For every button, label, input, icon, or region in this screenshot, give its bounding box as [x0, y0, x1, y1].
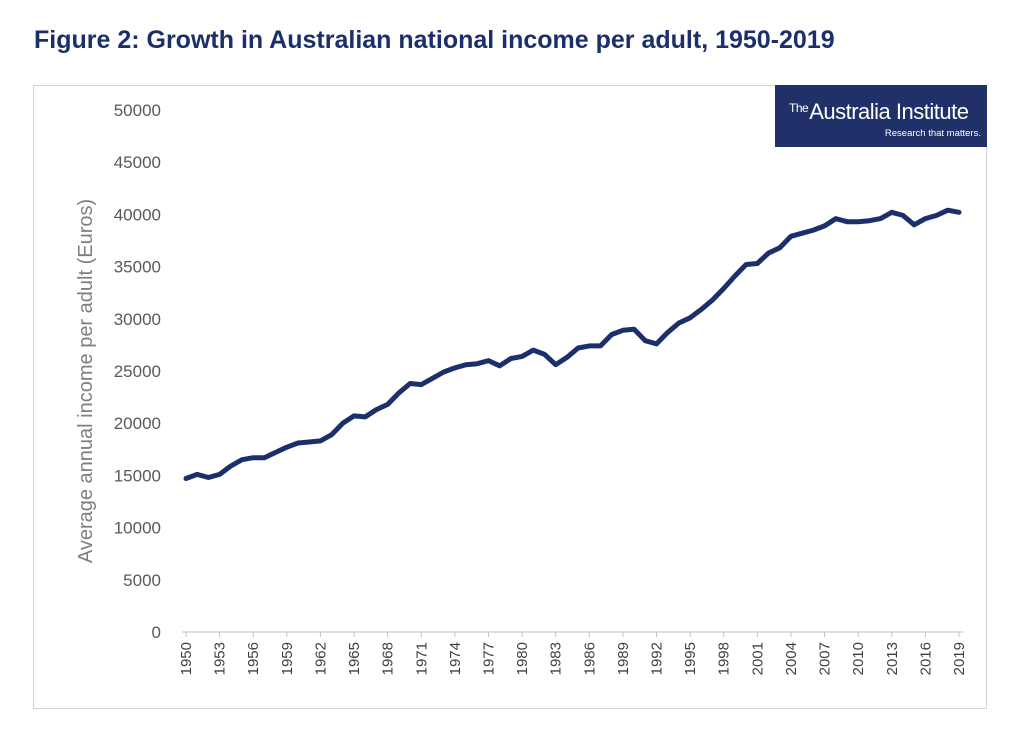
figure-title: Figure 2: Growth in Australian national … — [34, 26, 835, 54]
x-tick-label: 1953 — [212, 642, 229, 675]
y-tick-label: 40000 — [114, 205, 161, 224]
series-line-income — [183, 207, 962, 481]
x-tick-label: 1977 — [480, 642, 497, 675]
logo-name: Australia Institute — [809, 99, 969, 124]
y-axis-ticks: 0 5000 10000 15000 20000 25000 30000 35000 40000… — [114, 101, 161, 642]
y-tick-label: 5000 — [123, 571, 161, 590]
chart-frame: 0 5000 10000 15000 20000 25000 30000 35000 40000… — [33, 85, 987, 709]
x-tick-label: 1986 — [581, 642, 598, 675]
x-axis-ticks: 1950 1953 1956 1959 1962 1965 1968 1971 1974 1977… — [178, 632, 968, 675]
x-tick-label: 2019 — [951, 642, 968, 675]
x-tick-label: 1992 — [649, 642, 666, 675]
x-tick-label: 1956 — [245, 642, 262, 675]
y-tick-label: 15000 — [114, 466, 161, 485]
x-tick-label: 1950 — [178, 642, 195, 675]
x-tick-label: 1962 — [312, 642, 329, 675]
australia-institute-logo: TheAustralia Institute Research that mat… — [775, 85, 987, 147]
x-tick-label: 1983 — [548, 642, 565, 675]
logo-tagline: Research that matters. — [884, 128, 981, 139]
x-tick-label: 2004 — [783, 642, 800, 675]
x-tick-label: 1995 — [682, 642, 699, 675]
line-chart: 0 5000 10000 15000 20000 25000 30000 35000 40000… — [75, 101, 968, 675]
y-tick-label: 10000 — [114, 519, 161, 538]
y-tick-label: 20000 — [114, 414, 161, 433]
x-tick-label: 2010 — [850, 642, 867, 675]
y-tick-label: 25000 — [114, 362, 161, 381]
x-tick-label: 2007 — [817, 642, 834, 675]
x-tick-label: 2016 — [917, 642, 934, 675]
x-tick-label: 1968 — [380, 642, 397, 675]
x-tick-label: 1971 — [413, 642, 430, 675]
logo-wordmark: TheAustralia Institute — [789, 99, 969, 125]
x-tick-label: 2013 — [884, 642, 901, 675]
y-axis-title: Average annual income per adult (Euros) — [75, 199, 97, 563]
x-tick-label: 2001 — [749, 642, 766, 675]
y-tick-label: 30000 — [114, 310, 161, 329]
logo-the: The — [789, 101, 809, 115]
x-tick-label: 1974 — [447, 642, 464, 675]
x-tick-label: 1980 — [514, 642, 531, 675]
y-tick-label: 35000 — [114, 258, 161, 277]
y-tick-label: 0 — [152, 623, 161, 642]
y-tick-label: 45000 — [114, 153, 161, 172]
x-tick-label: 1959 — [279, 642, 296, 675]
x-tick-label: 1998 — [716, 642, 733, 675]
x-tick-label: 1965 — [346, 642, 363, 675]
y-tick-label: 50000 — [114, 101, 161, 120]
x-tick-label: 1989 — [615, 642, 632, 675]
